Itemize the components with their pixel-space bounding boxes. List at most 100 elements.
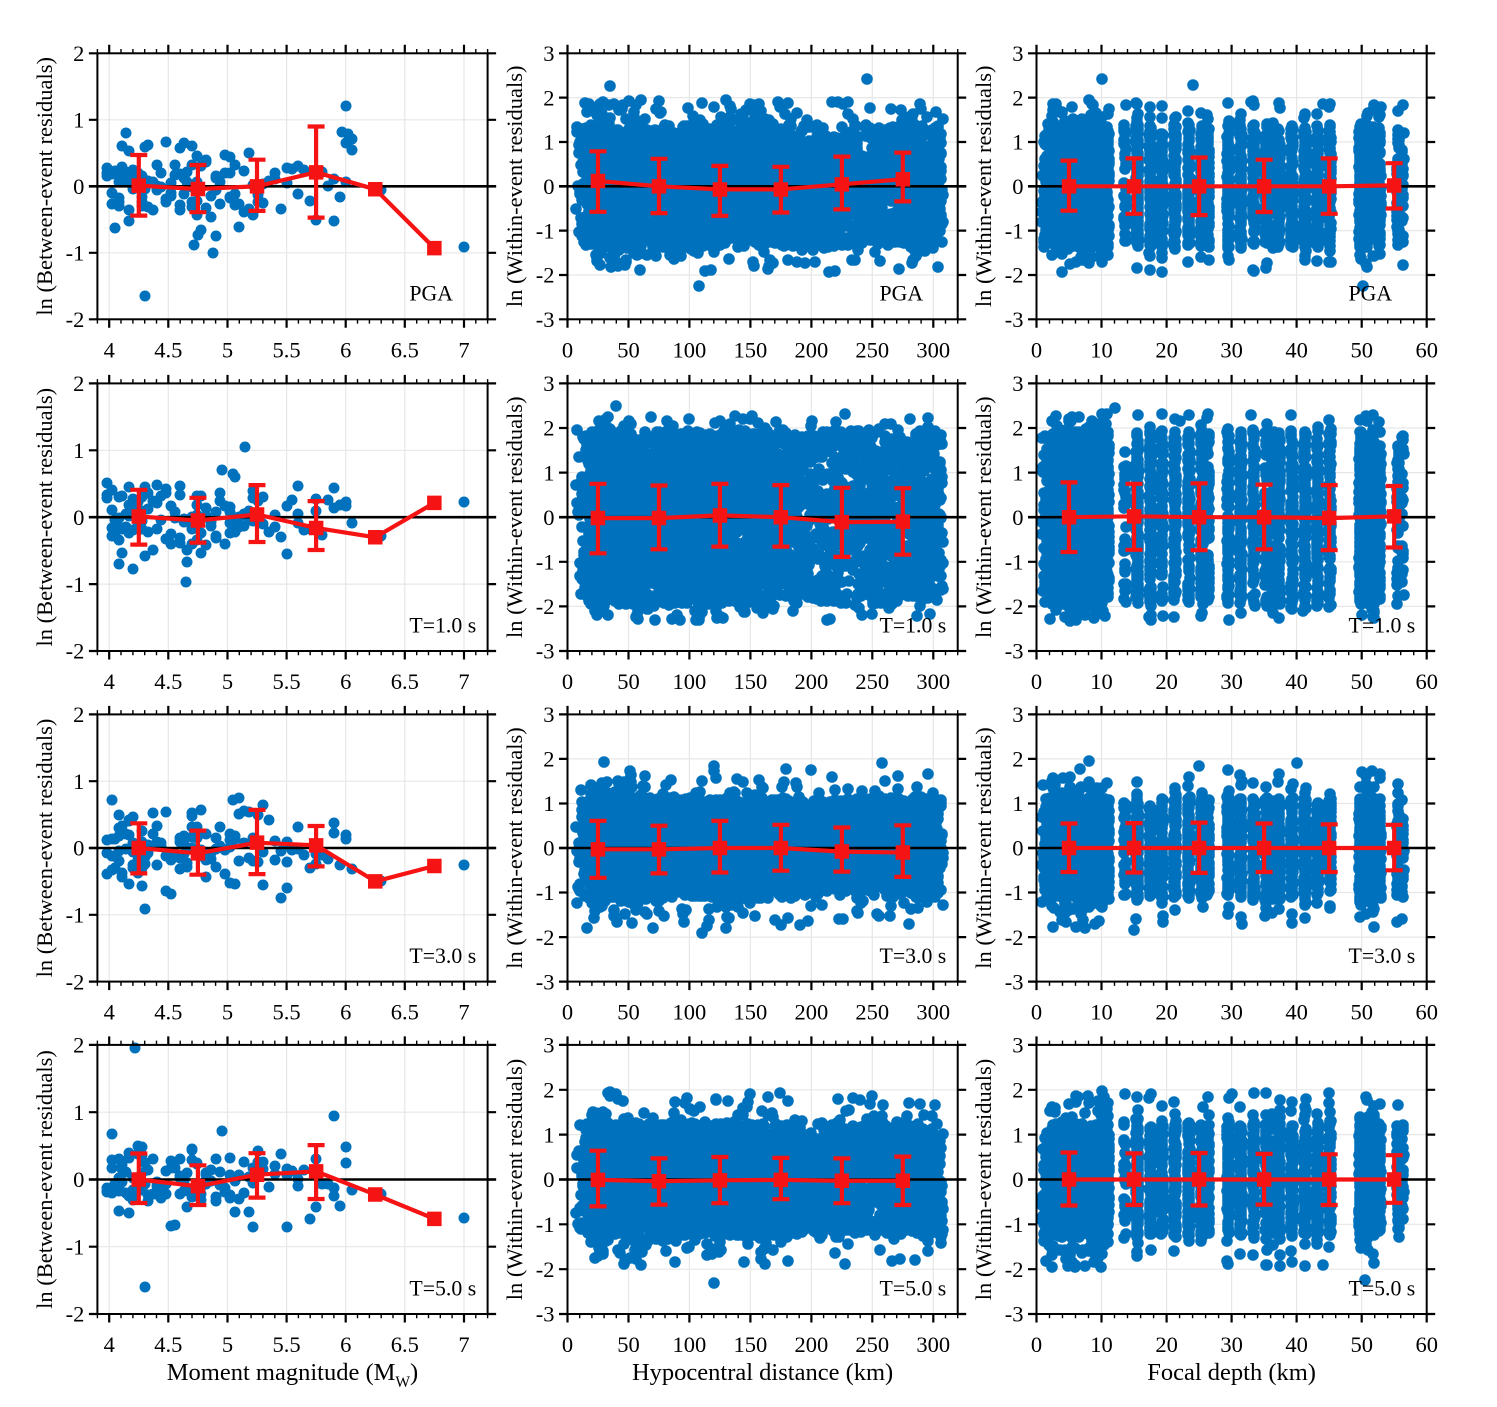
svg-text:0: 0 [1012,1167,1023,1192]
svg-text:T=5.0 s: T=5.0 s [880,1276,947,1300]
svg-text:0: 0 [562,669,573,694]
svg-text:0: 0 [562,337,573,362]
svg-text:3: 3 [543,371,554,396]
svg-text:5.5: 5.5 [273,1000,301,1025]
svg-text:200: 200 [795,1000,829,1025]
svg-text:1: 1 [543,460,554,485]
svg-text:-1: -1 [536,1212,555,1237]
svg-text:ln (Between-event residuals): ln (Between-event residuals) [32,57,57,316]
svg-text:-1: -1 [66,241,85,266]
svg-text:20: 20 [1155,1332,1178,1357]
svg-text:2: 2 [1012,747,1023,772]
svg-text:40: 40 [1285,669,1308,694]
svg-text:1: 1 [73,769,84,794]
svg-text:1: 1 [1012,791,1023,816]
svg-text:PGA: PGA [880,282,924,306]
svg-text:50: 50 [1350,337,1373,362]
svg-text:-1: -1 [536,550,555,575]
svg-text:4: 4 [104,669,115,694]
svg-text:0: 0 [1031,337,1042,362]
svg-text:PGA: PGA [1349,282,1393,306]
svg-text:Moment magnitude (MW): Moment magnitude (MW) [167,1359,418,1391]
svg-text:250: 250 [855,669,889,694]
svg-text:6: 6 [340,1332,351,1357]
svg-text:2: 2 [73,371,84,396]
svg-text:-2: -2 [536,594,555,619]
svg-text:-2: -2 [1005,925,1024,950]
svg-text:100: 100 [673,1000,707,1025]
svg-text:-1: -1 [1005,1212,1024,1237]
svg-text:0: 0 [1031,1000,1042,1025]
svg-text:ln (Within-event residuals): ln (Within-event residuals) [971,1059,996,1301]
svg-text:3: 3 [1012,702,1023,727]
svg-text:-3: -3 [1005,1302,1024,1327]
svg-text:-2: -2 [536,925,555,950]
svg-text:ln (Between-event residuals): ln (Between-event residuals) [32,1050,57,1309]
svg-text:2: 2 [543,416,554,441]
svg-text:150: 150 [734,1000,768,1025]
svg-text:-2: -2 [66,307,85,332]
svg-text:-1: -1 [536,218,555,243]
svg-text:50: 50 [617,1000,640,1025]
svg-text:2: 2 [543,85,554,110]
svg-text:2: 2 [543,1078,554,1103]
svg-text:3: 3 [1012,41,1023,66]
svg-text:1: 1 [73,438,84,463]
svg-text:3: 3 [1012,1033,1023,1058]
svg-text:20: 20 [1155,337,1178,362]
svg-text:50: 50 [1350,1332,1373,1357]
svg-text:-2: -2 [536,263,555,288]
svg-text:0: 0 [562,1332,573,1357]
svg-text:4.5: 4.5 [154,337,182,362]
svg-text:0: 0 [543,836,554,861]
svg-text:300: 300 [916,1332,950,1357]
svg-text:4.5: 4.5 [154,1332,182,1357]
svg-text:250: 250 [855,1000,889,1025]
svg-text:6.5: 6.5 [391,1000,419,1025]
svg-text:60: 60 [1415,1000,1438,1025]
svg-text:-1: -1 [66,1234,85,1259]
svg-text:150: 150 [734,1332,768,1357]
svg-text:4.5: 4.5 [154,1000,182,1025]
svg-text:-3: -3 [1005,639,1024,664]
svg-text:Focal depth (km): Focal depth (km) [1147,1359,1316,1386]
svg-text:ln (Within-event residuals): ln (Within-event residuals) [971,727,996,969]
svg-text:20: 20 [1155,669,1178,694]
svg-text:ln (Within-event residuals): ln (Within-event residuals) [502,1059,527,1301]
svg-text:6.5: 6.5 [391,1332,419,1357]
svg-text:3: 3 [1012,371,1023,396]
svg-text:250: 250 [855,1332,889,1357]
svg-text:6: 6 [340,337,351,362]
svg-text:-1: -1 [66,572,85,597]
svg-text:200: 200 [795,1332,829,1357]
svg-text:-2: -2 [66,1302,85,1327]
svg-text:5: 5 [222,337,233,362]
svg-text:T=5.0 s: T=5.0 s [1349,1276,1416,1300]
svg-text:ln (Between-event residuals): ln (Between-event residuals) [32,388,57,647]
svg-text:1: 1 [1012,1122,1023,1147]
svg-text:-3: -3 [536,969,555,994]
svg-text:0: 0 [73,836,84,861]
svg-text:3: 3 [543,41,554,66]
svg-text:-1: -1 [66,903,85,928]
svg-text:5: 5 [222,1000,233,1025]
svg-text:1: 1 [73,1100,84,1125]
svg-text:7: 7 [458,1000,469,1025]
svg-text:1: 1 [543,130,554,155]
svg-text:-2: -2 [66,639,85,664]
svg-text:10: 10 [1090,337,1113,362]
svg-text:0: 0 [73,505,84,530]
svg-text:-3: -3 [536,307,555,332]
svg-text:0: 0 [543,1167,554,1192]
svg-text:5.5: 5.5 [273,1332,301,1357]
svg-text:60: 60 [1415,669,1438,694]
svg-text:1: 1 [543,1122,554,1147]
svg-text:5.5: 5.5 [273,669,301,694]
svg-text:50: 50 [617,1332,640,1357]
svg-text:2: 2 [73,1033,84,1058]
svg-text:10: 10 [1090,1000,1113,1025]
svg-text:40: 40 [1285,1332,1308,1357]
svg-text:0: 0 [1012,836,1023,861]
svg-text:10: 10 [1090,669,1113,694]
svg-text:50: 50 [1350,669,1373,694]
